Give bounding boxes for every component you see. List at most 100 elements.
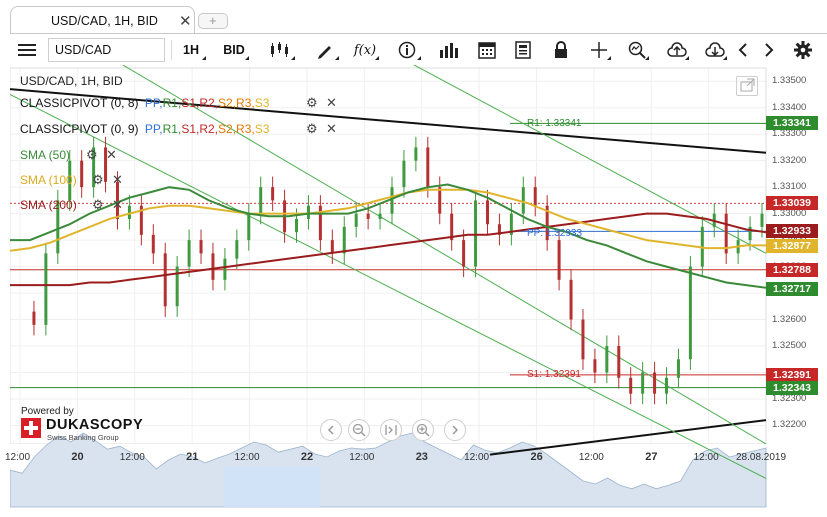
candle-body [127,205,131,219]
chart-type-button[interactable] [262,37,298,63]
zoom-out-button[interactable] [348,419,370,441]
price-tag: 1.32788 [766,262,818,277]
s1-level-label: S1: 1.32391 [527,369,581,380]
time-tick-label: 21 [186,451,199,463]
draw-button[interactable] [308,37,342,63]
trend-line-lower [489,419,767,456]
scroll-right-button[interactable] [758,37,780,63]
pivot-level-pp: PP, [144,96,163,110]
sma50-line [10,183,767,289]
pivot-level-s1: S1, [181,122,200,136]
dukascopy-logo: DUKASCOPY Swiss Banking Group [21,417,143,443]
time-tick-label: 27 [645,451,658,463]
pivot1-remove-close-icon[interactable]: ✕ [326,95,337,110]
price-tag: 1.32343 [766,380,818,395]
time-tick-label: 12:00 [349,452,375,463]
candle-body [259,187,263,214]
time-tick-label: 23 [415,451,428,463]
volume-bars-icon [440,43,458,58]
plus-icon: + [209,13,217,28]
candle-body [115,181,119,219]
sma100-remove-close-icon[interactable]: ✕ [112,172,123,187]
pivot2-remove-close-icon[interactable]: ✕ [326,121,337,136]
download-button[interactable] [700,37,730,63]
reset-zoom-button[interactable] [380,419,402,441]
info-icon [398,41,416,59]
candle-body [605,346,609,373]
candle-body [366,213,370,219]
sma100-line [10,188,766,252]
candle-body [724,213,728,254]
candle-body [318,205,322,241]
zoom-in-icon [416,423,430,437]
news-button[interactable] [508,37,538,63]
settings-button[interactable] [790,37,816,63]
time-tick-label: 12:00 [119,452,145,463]
upload-icon [667,42,687,57]
dropdown-corner-icon [335,56,339,60]
candle-body [378,213,382,219]
channel-line-3 [413,65,767,254]
chart-instrument-title: USD/CAD, 1H, BID [20,74,123,88]
candle-body [211,253,215,280]
candle-body [474,200,478,267]
candle-body [32,311,36,325]
upload-button[interactable] [662,37,692,63]
pivot1-settings-gear-icon[interactable]: ⚙ [306,95,318,110]
indicators-button[interactable]: f(x) [348,37,382,63]
crosshair-button[interactable] [584,37,614,63]
candle-body [641,372,645,394]
sma100-settings-gear-icon[interactable]: ⚙ [92,172,104,187]
pivot-level-s3: S3 [254,122,270,136]
chart-tab[interactable]: USD/CAD, 1H, BID ✕ [10,6,195,33]
side-dropdown[interactable]: BID [216,37,252,63]
zoom-button[interactable] [622,37,652,63]
candle-body [414,147,418,161]
volume-button[interactable] [434,37,464,63]
close-icon[interactable]: ✕ [179,13,192,30]
lock-button[interactable] [546,37,576,63]
swiss-cross-icon [21,418,41,438]
candle-body [92,147,96,188]
candle-body [545,205,549,241]
menu-button[interactable] [14,37,40,63]
time-tick-label: 28.08.2019 [736,452,787,463]
chart-area[interactable]: USD/CAD, 1H, BID CLASSICPIVOT (0, 8) PP,… [5,65,827,517]
sma200-line [10,212,767,287]
pivot2-settings-gear-icon[interactable]: ⚙ [306,121,318,136]
pivot-legend-1: CLASSICPIVOT (0, 8) PP,R1,S1,R2,S2,R3,S3 [20,96,269,110]
zoom-in-button[interactable] [412,419,434,441]
sma200-settings-gear-icon[interactable]: ⚙ [92,197,104,212]
pivot-legend-2: CLASSICPIVOT (0, 9) PP,R1,S1,R2,S2,R3,S3 [20,122,269,136]
menu-icon [18,44,36,56]
add-tab-button[interactable]: + [198,13,228,29]
candle-body [175,266,179,307]
chart-grid [10,68,767,444]
dropdown-corner-icon [202,56,206,60]
expand-chart-button[interactable] [736,76,758,96]
price-tick-label: 1.32200 [772,419,807,431]
price-tick-label: 1.33500 [772,75,807,87]
navigator-window[interactable] [224,467,320,507]
pivot-name: CLASSICPIVOT (0, 8) [20,96,139,110]
price-tag: 1.32717 [766,281,818,296]
crosshair-icon [591,42,607,58]
calendar-button[interactable] [472,37,502,63]
price-tick-label: 1.32500 [772,340,807,352]
scroll-forward-button[interactable] [444,419,466,441]
function-icon: f(x) [353,42,377,58]
price-chart[interactable] [10,65,827,517]
scroll-back-button[interactable] [320,419,342,441]
sma200-remove-close-icon[interactable]: ✕ [112,197,123,212]
chart-overlays [10,65,767,479]
scroll-left-button[interactable] [732,37,754,63]
sma50-remove-close-icon[interactable]: ✕ [106,147,117,162]
sma50-settings-gear-icon[interactable]: ⚙ [86,147,98,162]
candle-body [199,240,203,254]
instrument-input[interactable] [48,38,165,62]
info-button[interactable] [390,37,424,63]
pivot-level-s3: S3 [254,96,270,110]
brand-name: DUKASCOPY [46,417,144,433]
period-dropdown[interactable]: 1H [173,37,209,63]
pivot-level-s2: S2, [218,122,237,136]
